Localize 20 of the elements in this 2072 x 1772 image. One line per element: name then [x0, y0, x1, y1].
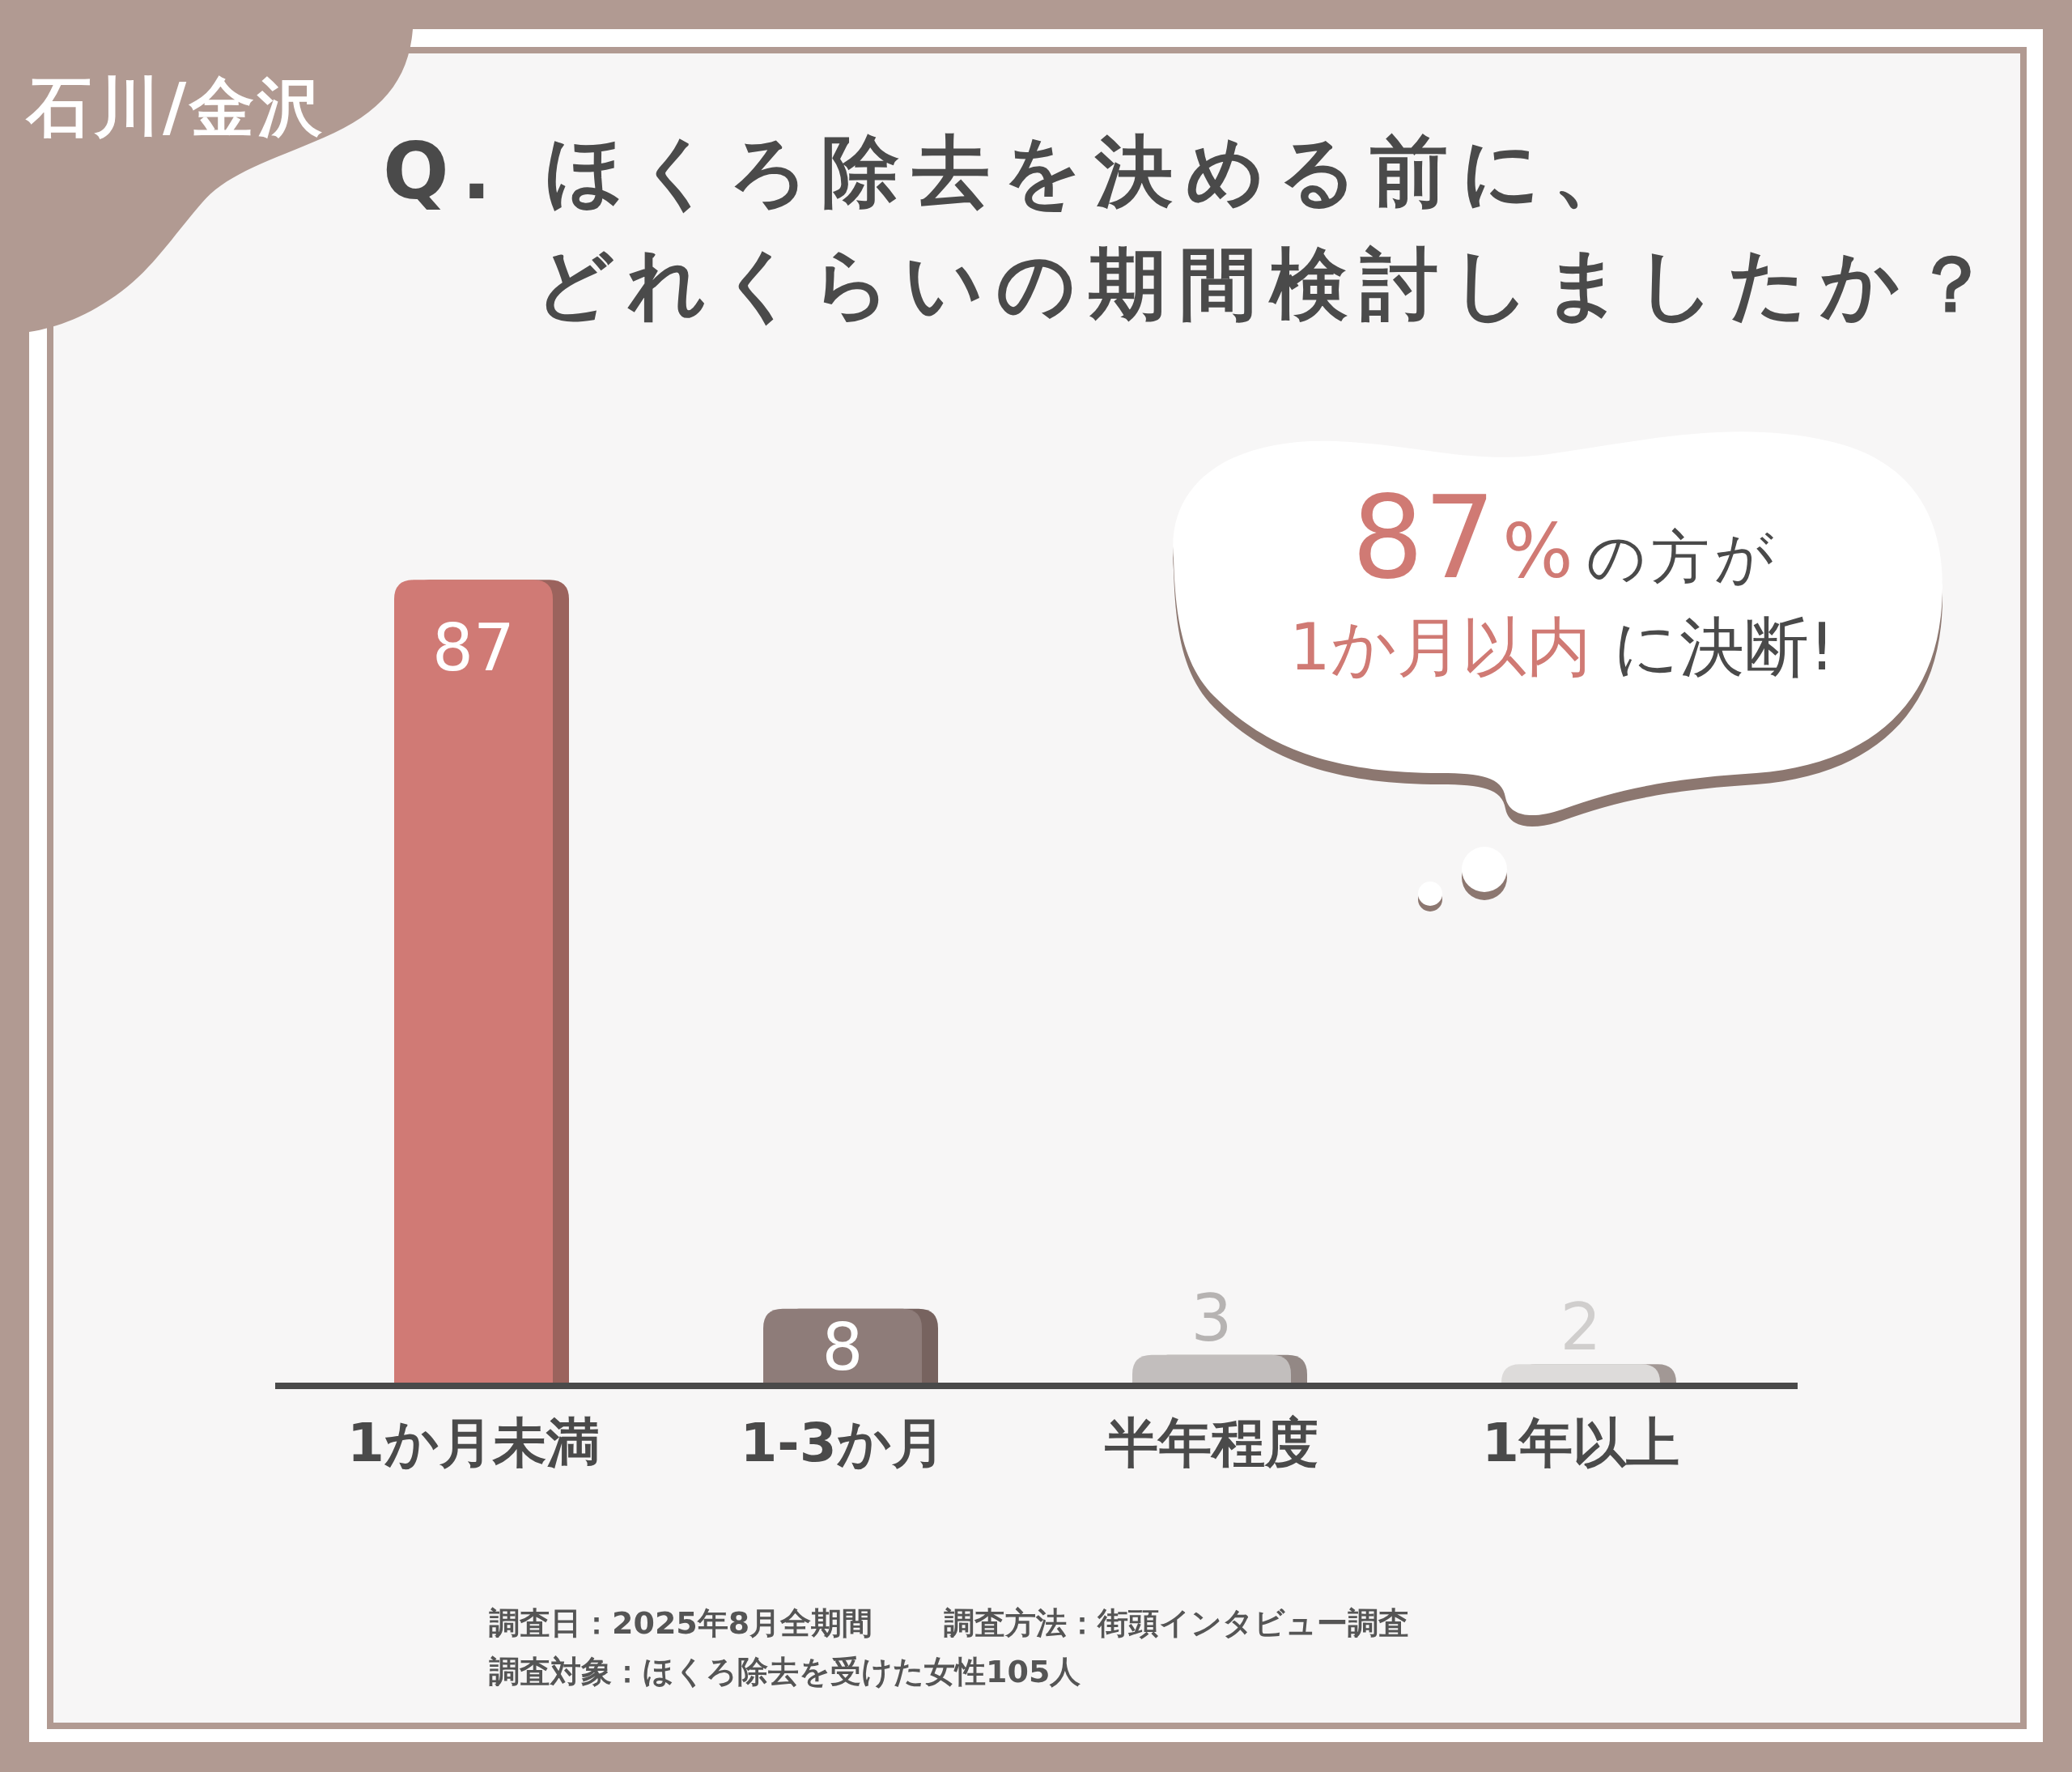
bar	[763, 1308, 922, 1383]
annotation: に決断!	[1613, 610, 1836, 685]
x-tick-label: 半年程度	[1104, 1412, 1318, 1474]
data-label: 8	[822, 1310, 864, 1385]
data-label: 87	[432, 610, 515, 686]
annotation: の方が	[1586, 523, 1779, 591]
chart-subtitle: 石川/金沢	[25, 70, 326, 145]
bar	[1501, 1364, 1660, 1383]
text: 調査対象：ほくろ除去を受けた女性105人	[489, 1654, 1081, 1689]
bar	[394, 580, 553, 1383]
annotation: 87%	[1352, 472, 1573, 604]
x-tick-label: 1年以上	[1482, 1412, 1679, 1474]
annotation: 1か月以内	[1289, 610, 1591, 685]
data-label: 3	[1191, 1280, 1233, 1356]
text: 調査方法：街頭インタビュー調査	[944, 1605, 1409, 1641]
bar	[1132, 1354, 1291, 1383]
chart-title: Q. ほくろ除去を決める前に、どれくらいの期間検討しましたか？	[383, 126, 2003, 329]
x-tick-label: 1-3か月	[740, 1412, 945, 1474]
text: 調査日：2025年8月全期間	[489, 1605, 873, 1641]
x-tick-label: 1か月未満	[347, 1412, 600, 1474]
